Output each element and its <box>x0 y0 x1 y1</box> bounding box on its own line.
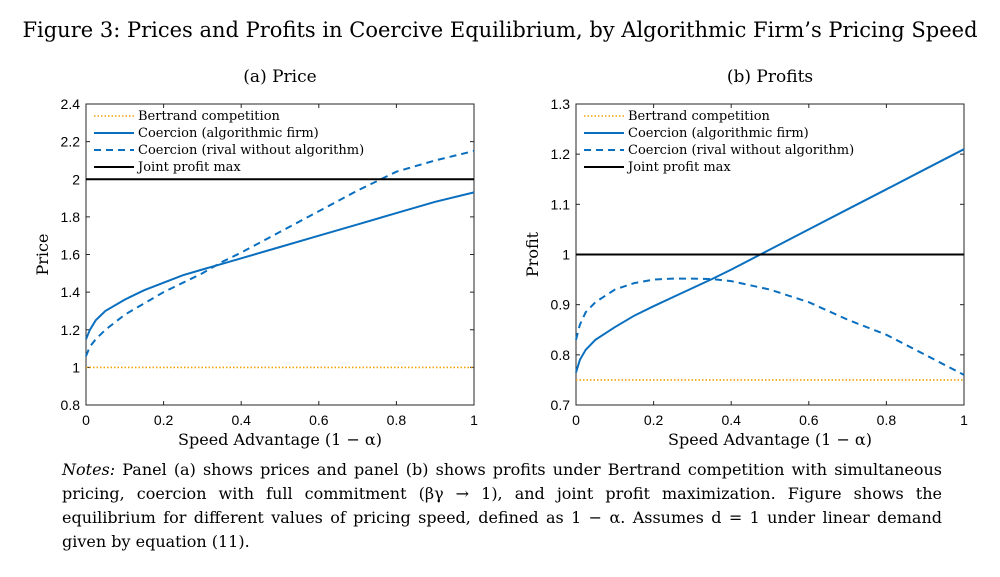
price-xtick-label: 0.8 <box>387 412 407 428</box>
price-ytick-label: 1.8 <box>61 209 81 225</box>
price-ytick-label: 2 <box>72 171 80 187</box>
profit-ytick-label: 1.2 <box>551 146 571 162</box>
price-legend-label-rival: Coercion (rival without algorithm) <box>138 143 364 158</box>
price-legend-label-algo: Coercion (algorithmic firm) <box>138 126 319 141</box>
figure-notes: Notes: Panel (a) shows prices and panel … <box>62 458 942 554</box>
figure-title: Figure 3: Prices and Profits in Coercive… <box>22 18 978 42</box>
profit-xtick-label: 0 <box>572 412 580 428</box>
profit-y-axis-label: Profit <box>523 231 542 277</box>
price-legend-label-bertrand: Bertrand competition <box>138 109 281 124</box>
price-ytick-label: 1.4 <box>61 284 81 300</box>
profit-chart-title: (b) Profits <box>727 67 813 87</box>
price-xtick-label: 0.6 <box>309 412 329 428</box>
profit-ytick-label: 1.1 <box>551 196 571 212</box>
price-chart: (a) Price 0.8 1 1.2 1.4 1.6 1.8 2 2.2 2.4 0 0.2 0.4 0… <box>33 67 478 449</box>
profit-legend-label-rival: Coercion (rival without algorithm) <box>628 143 854 158</box>
price-ytick-label: 2.2 <box>61 134 81 150</box>
price-xtick-label: 1 <box>470 412 478 428</box>
price-ytick-label: 1.2 <box>61 322 81 338</box>
price-xtick-label: 0.4 <box>231 412 251 428</box>
profit-panel: (b) Profits 0.7 0.8 0.9 1 1.1 1.2 1.3 0 0.2 0.4 0.6… <box>490 60 990 460</box>
profit-legend-label-joint: Joint profit max <box>626 160 731 175</box>
price-ytick-label: 2.4 <box>61 96 81 112</box>
price-xtick-label: 0 <box>82 412 90 428</box>
profit-series-rival-line <box>575 277 965 376</box>
profit-x-axis-label: Speed Advantage (1 − α) <box>668 430 872 449</box>
profit-series-algo-line <box>575 148 965 373</box>
price-y-axis-label: Price <box>33 234 52 276</box>
price-ytick-label: 1 <box>72 359 80 375</box>
profit-xtick-label: 1 <box>960 412 968 428</box>
profit-ytick-label: 1 <box>562 247 570 263</box>
notes-text: Panel (a) shows prices and panel (b) sho… <box>62 460 942 551</box>
profit-ytick-label: 1.3 <box>551 96 571 112</box>
profit-ytick-label: 0.9 <box>551 297 571 313</box>
profit-legend-label-bertrand: Bertrand competition <box>628 109 771 124</box>
price-panel: (a) Price 0.8 1 1.2 1.4 1.6 1.8 2 2.2 2.4 0 0.2 0.4 0… <box>0 60 500 460</box>
profit-xtick-label: 0.2 <box>644 412 664 428</box>
profit-xtick-label: 0.8 <box>877 412 897 428</box>
notes-lead: Notes: <box>62 460 116 479</box>
price-ytick-label: 0.8 <box>61 397 81 413</box>
price-xtick-label: 0.2 <box>154 412 174 428</box>
price-chart-title: (a) Price <box>243 67 316 87</box>
price-series-algo-line <box>85 191 475 340</box>
price-legend-label-joint: Joint profit max <box>136 160 241 175</box>
profit-xtick-label: 0.4 <box>721 412 741 428</box>
price-x-axis-label: Speed Advantage (1 − α) <box>178 430 382 449</box>
profit-chart: (b) Profits 0.7 0.8 0.9 1 1.1 1.2 1.3 0 0.2 0.4 0.6… <box>523 67 968 449</box>
profit-xtick-label: 0.6 <box>799 412 819 428</box>
price-ytick-label: 1.6 <box>61 247 81 263</box>
price-series-rival-line <box>85 150 475 357</box>
profit-ytick-label: 0.8 <box>551 347 571 363</box>
profit-legend-label-algo: Coercion (algorithmic firm) <box>628 126 809 141</box>
profit-ytick-label: 0.7 <box>551 397 571 413</box>
